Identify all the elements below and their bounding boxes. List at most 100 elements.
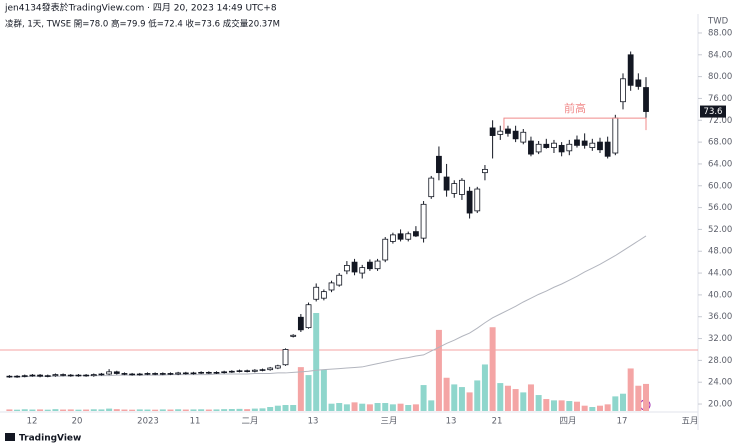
candle-body — [190, 372, 197, 375]
candle-body — [305, 304, 312, 329]
logo-text: TradingView — [19, 434, 81, 444]
volume-bar — [489, 327, 496, 411]
candle-body — [60, 374, 66, 376]
candle-body — [129, 373, 136, 376]
candle-body — [397, 233, 404, 240]
candle-body — [52, 374, 59, 377]
volume-bar — [244, 409, 251, 411]
volume-bar — [136, 409, 143, 411]
candle-body — [643, 87, 649, 112]
candle-body — [37, 374, 43, 377]
candle-body — [282, 349, 289, 366]
volume-bar — [435, 329, 442, 411]
volume-bar — [98, 409, 105, 411]
y-tick-label: 28.00 — [708, 356, 732, 366]
candle-body — [175, 372, 182, 375]
candle-body — [159, 373, 166, 375]
y-tick-label: 44.00 — [708, 269, 732, 279]
candle-body — [459, 179, 465, 195]
candle-body — [512, 130, 519, 140]
volume-bar — [6, 409, 13, 411]
x-tick-label: 五月 — [681, 417, 698, 427]
y-tick-label: 56.00 — [708, 203, 732, 213]
volume-bar — [389, 404, 396, 411]
volume-bar — [313, 313, 320, 411]
candle-body — [121, 373, 128, 375]
candle-body — [90, 374, 97, 377]
volume-bar — [52, 409, 59, 411]
candle-body — [597, 141, 603, 151]
candle-body — [420, 203, 427, 239]
x-tick-label: 13 — [308, 417, 319, 427]
candle-body — [558, 144, 565, 153]
volume-bar — [405, 405, 412, 411]
candle-body — [221, 371, 228, 374]
volume-bar — [267, 407, 274, 411]
x-tick-label: 11 — [190, 417, 201, 427]
x-tick-label: 三月 — [380, 417, 397, 427]
volume-bar — [520, 392, 527, 411]
candle-body — [297, 316, 304, 331]
volume-bar — [558, 400, 565, 411]
y-tick-label: 64.00 — [708, 159, 732, 169]
candle-body — [528, 140, 534, 155]
candle-body — [543, 143, 550, 148]
volume-bar — [175, 409, 182, 411]
y-tick-label: 80.00 — [708, 72, 732, 82]
annotation-box — [503, 117, 647, 131]
volume-bar — [274, 405, 281, 411]
candle-body — [413, 231, 419, 237]
candle-body — [535, 143, 542, 153]
candle-body — [428, 177, 435, 198]
candle-body — [83, 374, 89, 377]
volume-bar — [44, 409, 51, 411]
candle-body — [451, 183, 458, 194]
x-tick-label: 四月 — [559, 417, 576, 427]
volume-bar — [643, 383, 650, 411]
annotation-label: 前高 — [564, 101, 586, 115]
candle-body — [6, 375, 13, 378]
volume-bar — [305, 375, 312, 411]
volume-bar — [458, 387, 465, 411]
y-tick-label: 52.00 — [708, 225, 732, 235]
volume-bar — [566, 401, 573, 411]
volume-bar — [382, 403, 389, 411]
candle-body — [136, 373, 143, 376]
candle-body — [44, 375, 51, 377]
volume-bar — [213, 409, 220, 411]
volume-bar — [451, 384, 458, 411]
volume-bar — [205, 409, 212, 411]
volume-bar — [535, 395, 542, 411]
volume-bar — [512, 389, 519, 411]
candle-body — [290, 334, 297, 337]
volume-bar — [466, 392, 473, 411]
volume-bar — [144, 409, 151, 411]
candle-body — [620, 78, 626, 103]
x-tick-label: 21 — [492, 417, 503, 427]
y-tick-label: 20.00 — [708, 400, 732, 410]
candle-body — [359, 267, 366, 274]
y-tick-label: 84.00 — [708, 50, 732, 60]
volume-bar — [182, 409, 189, 411]
volume-bar — [236, 408, 243, 411]
volume-bar — [428, 400, 435, 411]
candle-body — [75, 374, 82, 377]
x-tick-label: 17 — [617, 417, 628, 427]
candle-body — [259, 369, 266, 371]
volume-bar — [14, 409, 21, 411]
candle-body — [497, 130, 504, 135]
candle-body — [14, 375, 20, 378]
volume-bar — [336, 403, 343, 411]
candle-body — [182, 372, 189, 375]
y-tick-label: 68.00 — [708, 138, 732, 148]
candle-body — [382, 238, 389, 261]
currency-label: TWD — [707, 17, 729, 27]
candle-body — [274, 365, 281, 369]
volume-bar — [29, 409, 36, 411]
volume-bar — [412, 404, 419, 411]
candle-body — [351, 261, 358, 273]
candle-body — [627, 54, 634, 86]
volume-bar — [351, 402, 358, 411]
volume-bar — [221, 409, 228, 411]
candle-body — [167, 373, 174, 375]
